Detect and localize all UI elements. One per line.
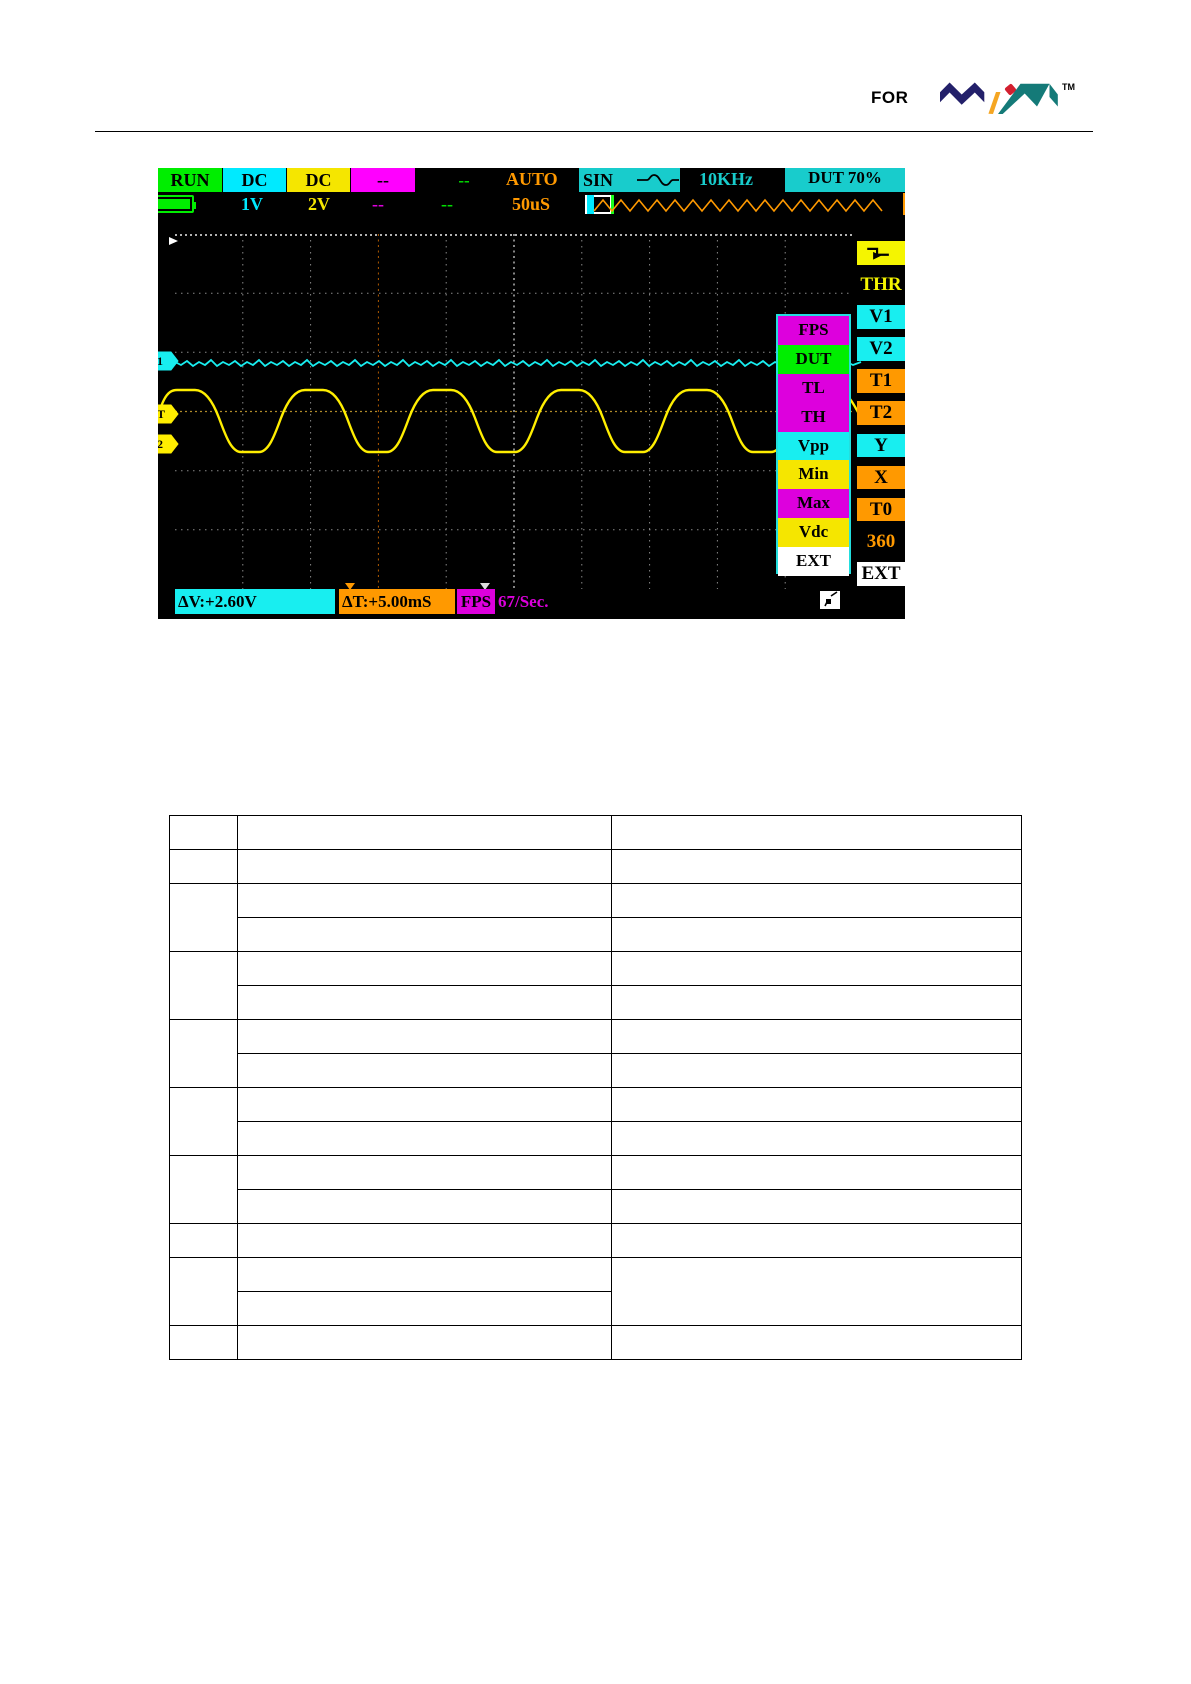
svg-text:1: 1 (158, 354, 163, 368)
svg-text:TM: TM (1062, 82, 1075, 92)
svg-text:2: 2 (158, 437, 163, 451)
svg-text:T: T (158, 407, 165, 421)
